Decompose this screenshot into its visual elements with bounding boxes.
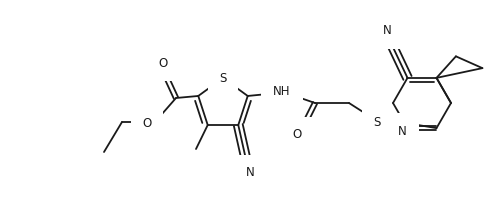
Text: N: N	[245, 166, 254, 180]
Text: O: O	[142, 116, 151, 130]
Text: N: N	[382, 24, 391, 37]
Text: S: S	[373, 115, 380, 128]
Text: NH: NH	[273, 84, 290, 97]
Text: O: O	[292, 128, 301, 142]
Text: N: N	[397, 125, 406, 138]
Text: O: O	[158, 57, 167, 69]
Text: S: S	[219, 72, 226, 84]
